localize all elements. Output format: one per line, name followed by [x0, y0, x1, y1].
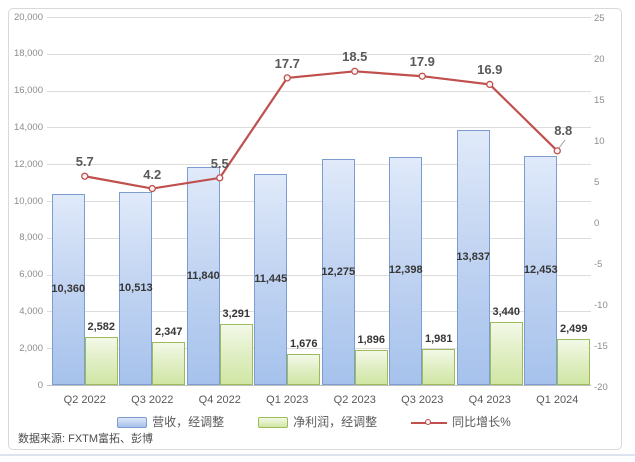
- right-axis-tick: 25: [594, 12, 605, 24]
- right-axis-tick: -10: [594, 299, 608, 311]
- gridline: [47, 348, 591, 350]
- left-axis-tick: 0: [37, 379, 43, 391]
- net-profit-value-label: 2,347: [154, 325, 183, 338]
- growth-value-label: 18.5: [342, 49, 368, 65]
- right-axis-tick: -20: [594, 381, 608, 393]
- gridline: [47, 17, 591, 18]
- category-label: Q1 2023: [266, 394, 309, 406]
- revenue-bar: [524, 155, 558, 385]
- left-axis-tick: 16,000: [13, 85, 43, 97]
- left-axis-tick: 4,000: [19, 305, 43, 317]
- revenue-value-label: 13,837: [456, 251, 491, 264]
- category-label: Q3 2023: [401, 394, 444, 406]
- category-label: Q2 2022: [63, 394, 106, 406]
- gridline: [47, 53, 591, 55]
- left-axis-tick: 18,000: [13, 48, 43, 60]
- growth-value-label: 17.9: [409, 54, 435, 70]
- right-axis-tick: 5: [594, 176, 600, 188]
- revenue-bar: [119, 191, 153, 385]
- net-profit-bar: [422, 348, 456, 385]
- legend-label-revenue: 营收，经调整: [152, 415, 225, 429]
- net-profit-bar: [152, 341, 186, 385]
- net-profit-value-label: 1,896: [357, 334, 386, 347]
- data-source-note: 数据来源: FXTM富拓、彭博: [18, 433, 154, 445]
- net-profit-value-label: 3,440: [492, 305, 521, 318]
- left-axis-tick: 8,000: [19, 232, 43, 244]
- net-profit-value-label: 1,981: [424, 332, 453, 345]
- left-axis-tick: 20,000: [13, 11, 43, 23]
- legend-item-growth: 同比增长%: [411, 415, 511, 430]
- growth-value-label: 5.5: [210, 155, 229, 171]
- revenue-bar: [254, 174, 288, 385]
- left-axis-tick: 10,000: [13, 195, 43, 207]
- left-axis-tick: 6,000: [19, 269, 43, 281]
- growth-value-label: 8.8: [554, 122, 573, 138]
- right-axis-tick: 20: [594, 53, 605, 65]
- net-profit-value-label: 3,291: [222, 308, 251, 321]
- right-axis-tick: 15: [594, 94, 605, 106]
- x-axis-line: [47, 385, 591, 386]
- left-axis-tick: 2,000: [19, 342, 43, 354]
- gridline: [47, 237, 591, 239]
- legend-label-net-profit: 净利润，经调整: [293, 415, 378, 429]
- net-profit-bar: [219, 324, 253, 385]
- net-profit-bar: [489, 321, 523, 385]
- net-profit-value-label: 2,499: [559, 323, 588, 336]
- net-profit-value-label: 2,582: [87, 321, 116, 334]
- left-axis-tick: 14,000: [13, 121, 43, 133]
- category-label: Q4 2022: [198, 394, 241, 406]
- category-label: Q4 2023: [468, 394, 511, 406]
- chart-legend: 营收，经调整 净利润，经调整 同比增长%: [8, 415, 620, 430]
- revenue-value-label: 10,360: [51, 283, 86, 296]
- growth-line-swatch-icon: [411, 417, 448, 428]
- revenue-bar: [321, 159, 355, 385]
- growth-value-label: 4.2: [143, 166, 162, 182]
- net-profit-value-label: 1,676: [289, 338, 318, 351]
- revenue-swatch-icon: [117, 417, 148, 428]
- page-divider: [0, 454, 635, 456]
- net-profit-bar: [557, 339, 591, 385]
- revenue-value-label: 12,398: [388, 264, 423, 277]
- revenue-value-label: 12,275: [321, 265, 356, 278]
- revenue-value-label: 12,453: [523, 263, 558, 276]
- revenue-bar: [389, 156, 423, 385]
- growth-value-label: 16.9: [477, 62, 503, 78]
- growth-value-label: 17.7: [274, 55, 300, 71]
- growth-value-label: 5.7: [75, 154, 94, 170]
- legend-item-revenue: 营收，经调整: [117, 415, 224, 430]
- revenue-value-label: 11,445: [254, 273, 288, 286]
- right-axis-tick: 0: [594, 217, 600, 229]
- revenue-bar: [51, 194, 85, 385]
- legend-item-net-profit: 净利润，经调整: [258, 415, 377, 430]
- gridline: [47, 127, 591, 129]
- revenue-value-label: 10,513: [118, 281, 153, 294]
- gridline: [47, 90, 591, 92]
- category-label: Q1 2024: [536, 394, 579, 406]
- net-profit-swatch-icon: [258, 417, 289, 428]
- right-axis-tick: -15: [594, 340, 608, 352]
- category-label: Q3 2022: [131, 394, 174, 406]
- net-profit-bar: [354, 350, 388, 385]
- left-axis-tick: 12,000: [13, 158, 43, 170]
- gridline: [47, 201, 591, 202]
- gridline: [47, 274, 591, 276]
- category-label: Q2 2023: [333, 394, 376, 406]
- net-profit-bar: [287, 354, 321, 385]
- legend-label-growth: 同比增长%: [452, 415, 511, 429]
- gridline: [47, 164, 591, 166]
- right-axis-tick: 10: [594, 135, 605, 147]
- revenue-bar: [186, 167, 220, 385]
- net-profit-bar: [84, 337, 118, 385]
- right-axis-tick: -5: [594, 258, 603, 270]
- revenue-value-label: 11,840: [186, 269, 220, 282]
- gridline: [47, 311, 591, 313]
